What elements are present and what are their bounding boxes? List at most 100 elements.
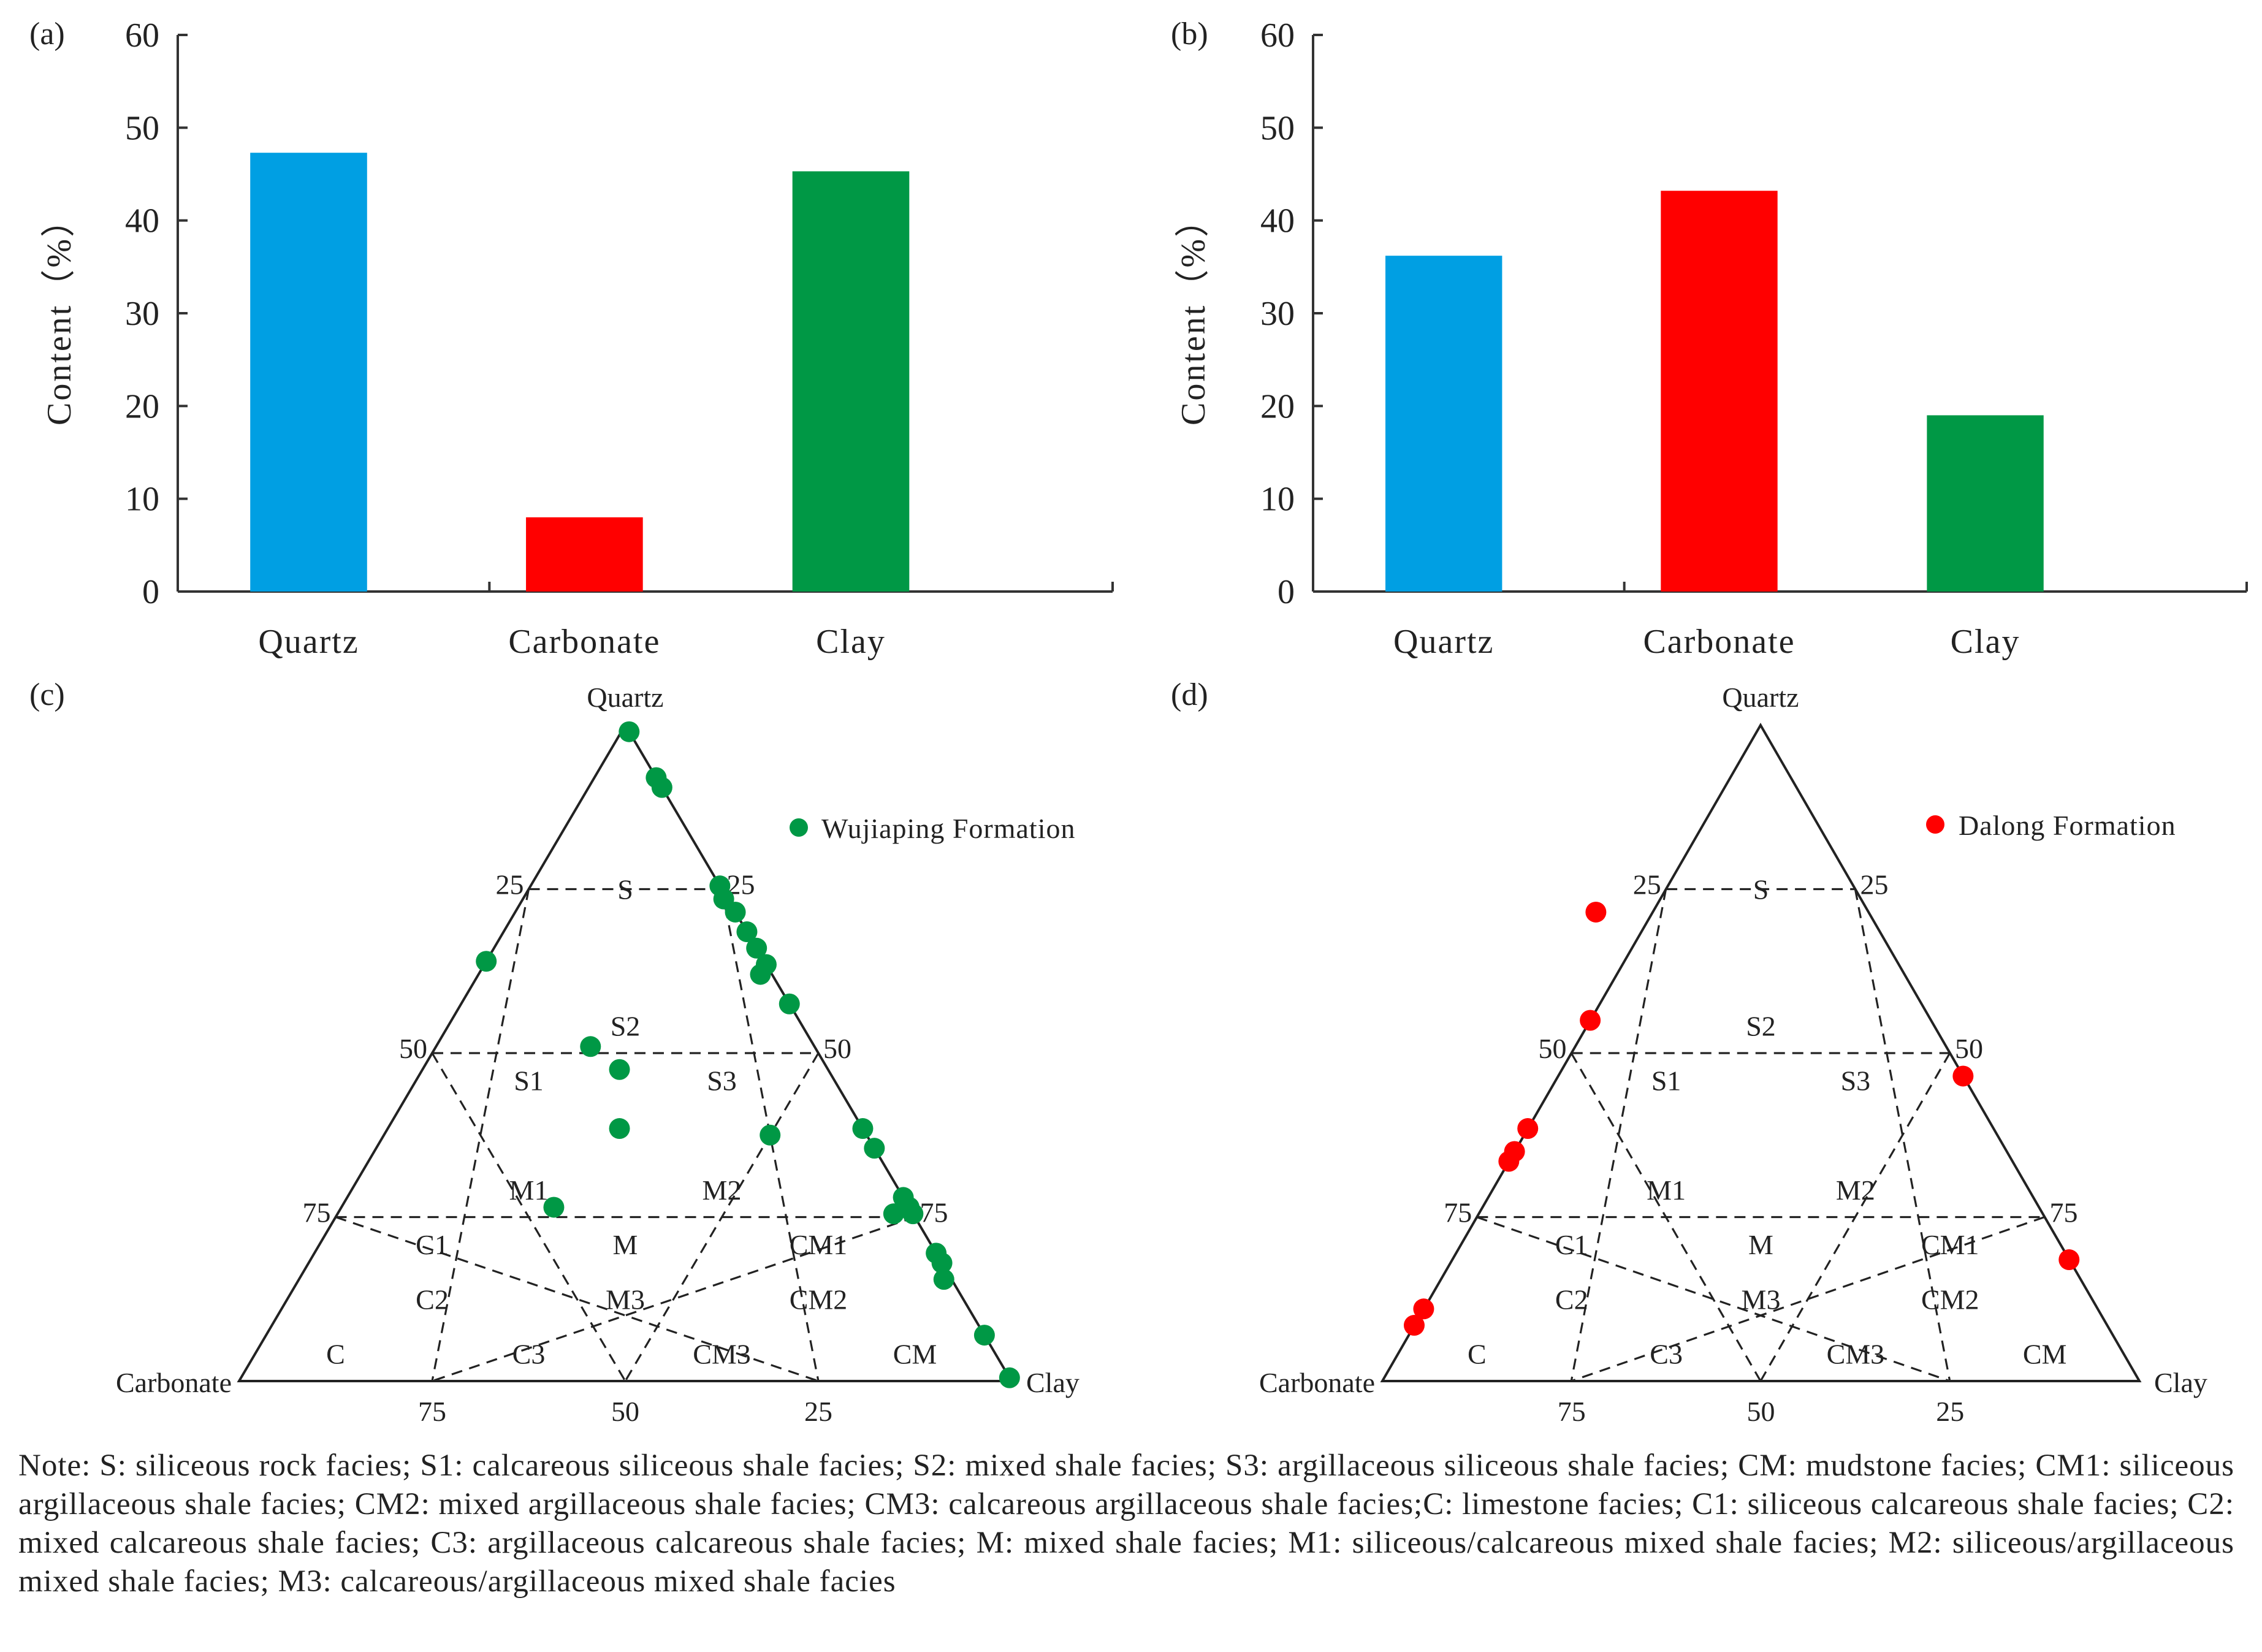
- region-label-s3: S3: [1841, 1065, 1871, 1097]
- region-label-cm2: CM2: [790, 1284, 848, 1315]
- y-tick-label: 0: [142, 573, 159, 611]
- region-label-s1: S1: [514, 1065, 544, 1097]
- region-label-cm: CM: [2023, 1338, 2067, 1369]
- region-label-m: M: [613, 1229, 638, 1260]
- data-point: [580, 1036, 601, 1057]
- x-category-label: Quartz: [1393, 623, 1494, 661]
- bottom-edge-tick: 25: [804, 1396, 832, 1427]
- data-point: [864, 1138, 885, 1159]
- legend-marker: [1926, 815, 1944, 834]
- region-label-c3: C3: [1650, 1338, 1683, 1369]
- right-edge-tick: 50: [823, 1033, 851, 1064]
- data-point: [736, 921, 758, 943]
- data-point: [1413, 1298, 1434, 1320]
- region-label-m3: M3: [1742, 1284, 1781, 1315]
- y-tick-label: 30: [1260, 295, 1295, 333]
- data-point: [750, 964, 771, 985]
- vertex-label-left: Carbonate: [116, 1367, 232, 1398]
- region-label-m1: M1: [509, 1174, 549, 1206]
- bar-chart-a: 0 10 20 30 40 50 60 Quartz Carbonate Clay Content（…: [40, 17, 1114, 661]
- legend-marker: [790, 818, 808, 837]
- panel-label-d: (d): [1171, 677, 1208, 712]
- data-point: [543, 1197, 565, 1218]
- data-point: [1952, 1065, 1974, 1087]
- bar-clay: [792, 171, 910, 592]
- grid-diagonal: [1854, 889, 1951, 1382]
- bar-quartz: [1385, 256, 1502, 592]
- y-tick-label: 50: [1260, 109, 1295, 147]
- data-point: [973, 1325, 995, 1346]
- data-point: [1585, 901, 1607, 923]
- bar-carbonate: [526, 517, 643, 592]
- right-edge-tick: 25: [1860, 869, 1889, 900]
- figure-note: Note: S: siliceous rock facies; S1: calc…: [18, 1448, 2234, 1599]
- data-point: [746, 937, 767, 959]
- data-point: [619, 721, 640, 742]
- region-label-cm3: CM3: [693, 1338, 751, 1369]
- vertex-label-right: Clay: [2154, 1367, 2207, 1398]
- data-point: [1498, 1151, 1520, 1172]
- y-tick-label: 0: [1278, 573, 1295, 611]
- x-category-label: Carbonate: [508, 623, 660, 661]
- grid-diagonal: [1476, 1216, 1951, 1382]
- region-label-s: S: [617, 874, 633, 905]
- bottom-edge-tick: 50: [611, 1396, 639, 1427]
- panel-label-c: (c): [29, 677, 65, 712]
- y-tick-label: 60: [125, 17, 159, 55]
- data-point: [1517, 1118, 1539, 1140]
- right-edge-tick: 50: [1955, 1033, 1983, 1064]
- bar-clay: [1927, 415, 2044, 592]
- region-label-s1: S1: [1651, 1065, 1681, 1097]
- bottom-edge-tick: 75: [418, 1396, 446, 1427]
- y-axis-label: Content（%）: [40, 201, 78, 425]
- region-label-c1: C1: [1555, 1229, 1588, 1260]
- grid-diagonal: [335, 1216, 819, 1382]
- grid-diagonal: [431, 889, 530, 1382]
- x-category-label: Quartz: [258, 623, 359, 661]
- data-point: [883, 1203, 904, 1225]
- legend-label: Dalong Formation: [1959, 810, 2176, 841]
- bottom-edge-tick: 50: [1747, 1396, 1775, 1427]
- y-tick-label: 40: [125, 202, 159, 240]
- x-category-label: Clay: [1951, 623, 2020, 661]
- y-tick-label: 50: [125, 109, 159, 147]
- vertex-label-top: Quartz: [587, 682, 663, 713]
- left-edge-tick: 75: [1444, 1197, 1472, 1228]
- x-category-label: Clay: [816, 623, 886, 661]
- left-edge-tick: 25: [1633, 869, 1661, 900]
- region-label-m: M: [1748, 1229, 1773, 1260]
- left-edge-tick: 50: [1539, 1033, 1567, 1064]
- bottom-edge-tick: 75: [1558, 1396, 1586, 1427]
- data-point: [999, 1367, 1020, 1388]
- region-label-cm1: CM1: [1921, 1229, 1979, 1260]
- region-label-cm2: CM2: [1921, 1284, 1979, 1315]
- right-edge-tick: 75: [2050, 1197, 2078, 1228]
- vertex-label-left: Carbonate: [1259, 1367, 1375, 1398]
- region-label-s2: S2: [1746, 1010, 1776, 1041]
- vertex-label-top: Quartz: [1722, 682, 1799, 713]
- region-label-m1: M1: [1647, 1174, 1686, 1206]
- data-point: [760, 1124, 781, 1146]
- grid-diagonal: [720, 889, 820, 1382]
- data-point: [852, 1118, 874, 1140]
- y-tick-label: 40: [1260, 202, 1295, 240]
- region-label-c: C: [326, 1338, 345, 1369]
- data-point: [476, 951, 497, 972]
- vertex-label-right: Clay: [1026, 1367, 1080, 1398]
- bottom-edge-tick: 25: [1936, 1396, 1964, 1427]
- data-point: [1580, 1010, 1601, 1031]
- data-point: [779, 993, 800, 1014]
- grid-diagonal: [1759, 1052, 1951, 1382]
- y-tick-label: 10: [1260, 481, 1295, 519]
- y-tick-label: 20: [1260, 387, 1295, 425]
- left-edge-tick: 75: [303, 1197, 331, 1228]
- bar-carbonate: [1661, 191, 1778, 592]
- region-label-cm3: CM3: [1827, 1338, 1885, 1369]
- region-label-cm: CM: [893, 1338, 937, 1369]
- legend-label: Wujiaping Formation: [821, 813, 1076, 844]
- data-point: [2058, 1249, 2080, 1271]
- grid-diagonal: [1570, 889, 1667, 1382]
- data-point: [609, 1118, 630, 1140]
- grid-diagonal: [624, 1052, 820, 1382]
